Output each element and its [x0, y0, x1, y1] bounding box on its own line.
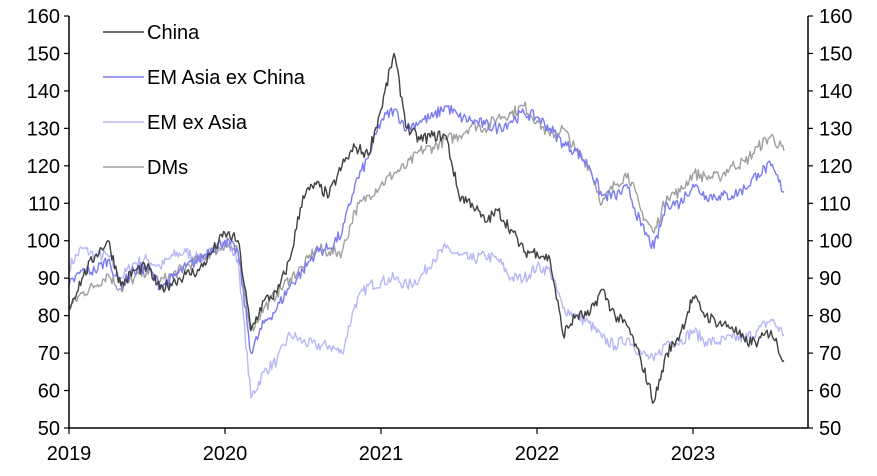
right-tick-label: 160 [819, 6, 852, 28]
right-tick-label: 120 [819, 156, 852, 178]
right-tick-label: 60 [819, 381, 841, 403]
left-tick-label: 160 [27, 6, 60, 28]
x-tick-label: 2022 [515, 443, 560, 465]
left-tick-label: 60 [38, 381, 60, 403]
legend-label: EM ex Asia [147, 112, 248, 134]
series-line-em-ex-asia [68, 238, 785, 399]
right-tick-label: 140 [819, 81, 852, 103]
right-tick-label: 150 [819, 43, 852, 65]
left-tick-label: 130 [27, 118, 60, 140]
x-tick-label: 2019 [47, 443, 92, 465]
x-tick-label: 2021 [359, 443, 404, 465]
x-tick-label: 2020 [203, 443, 248, 465]
left-tick-label: 90 [38, 268, 60, 290]
series-lines [68, 52, 785, 404]
left-tick-label: 70 [38, 343, 60, 365]
right-tick-label: 100 [819, 231, 852, 253]
x-tick-label: 2023 [671, 443, 716, 465]
left-tick-label: 140 [27, 81, 60, 103]
left-tick-label: 100 [27, 231, 60, 253]
left-tick-label: 80 [38, 306, 60, 328]
right-tick-label: 80 [819, 306, 841, 328]
right-tick-label: 90 [819, 268, 841, 290]
series-line-china [68, 52, 785, 404]
right-tick-label: 70 [819, 343, 841, 365]
left-tick-label: 120 [27, 156, 60, 178]
legend-label: EM Asia ex China [147, 67, 306, 89]
left-tick-label: 150 [27, 43, 60, 65]
axes: 50 50 60 60 70 70 80 80 90 90 100 100 110 110 120 120 13… [27, 6, 853, 465]
right-tick-label: 110 [819, 193, 851, 215]
right-tick-label: 50 [819, 418, 841, 440]
right-tick-label: 130 [819, 118, 852, 140]
series-line-em-asia-ex-china [68, 104, 785, 354]
legend-label: China [147, 22, 200, 44]
left-tick-label: 50 [38, 418, 60, 440]
legend: China EM Asia ex China EM ex Asia DMs [103, 22, 306, 179]
legend-label: DMs [147, 157, 188, 179]
left-tick-label: 110 [28, 193, 60, 215]
series-line-dms [68, 101, 785, 332]
